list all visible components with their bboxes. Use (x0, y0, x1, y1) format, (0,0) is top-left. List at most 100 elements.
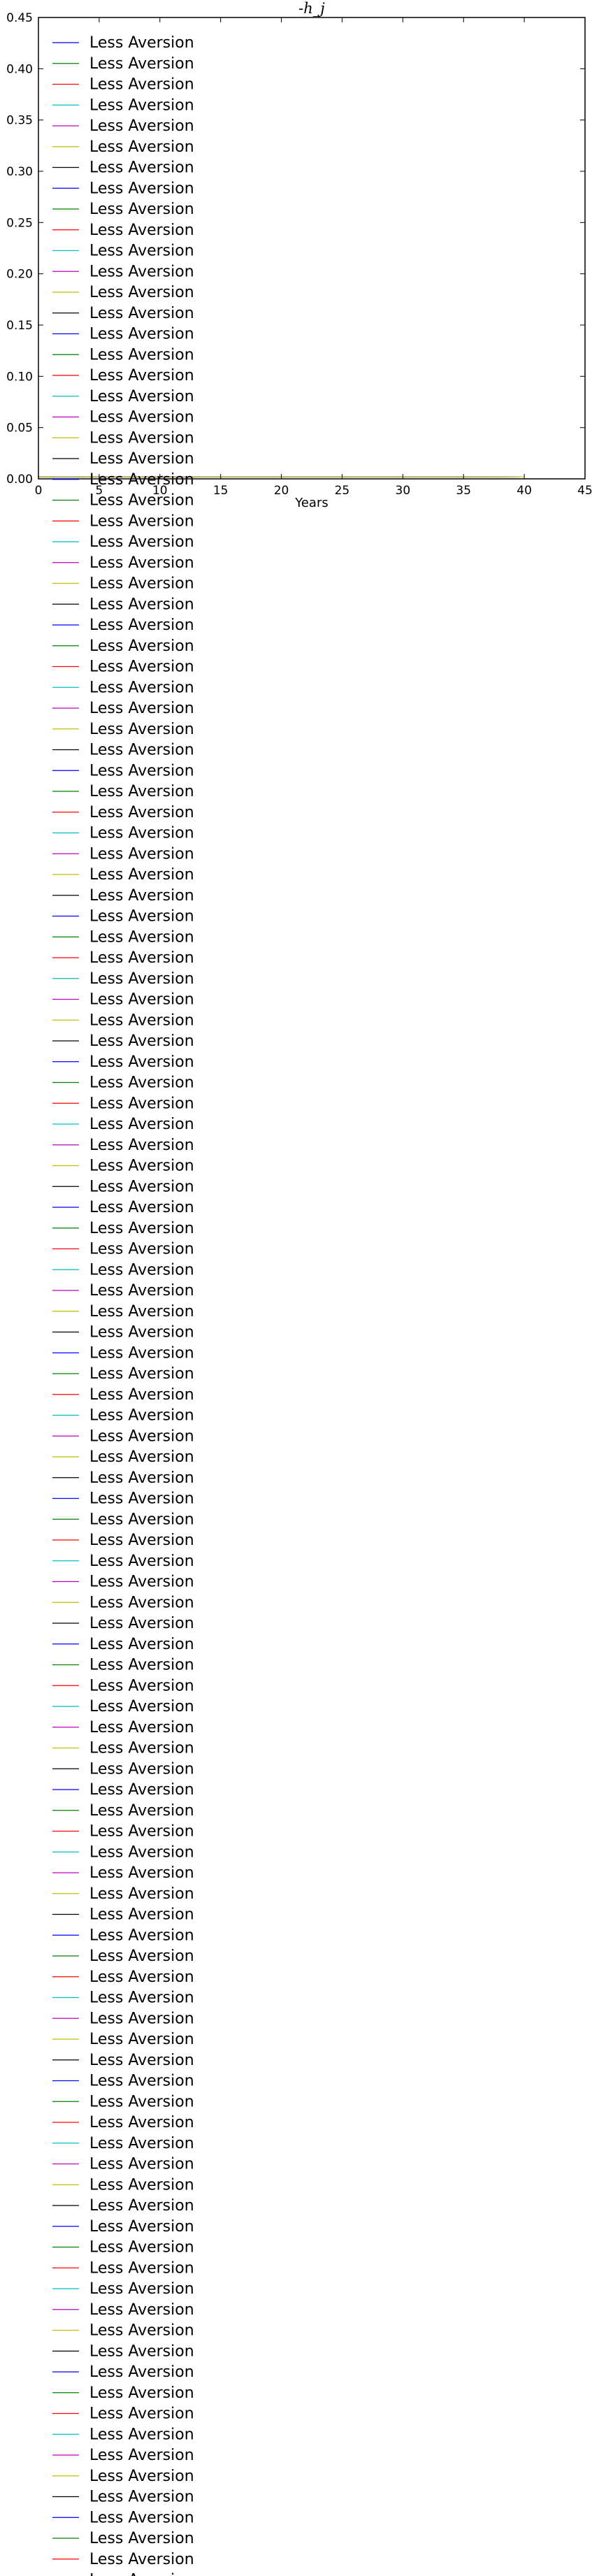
legend-label: Less Aversion (89, 138, 194, 156)
legend-label: Less Aversion (89, 1698, 194, 1715)
legend-label: Less Aversion (89, 1948, 194, 1965)
legend-entry: Less Aversion (52, 2301, 194, 2319)
legend-entry: Less Aversion (52, 284, 194, 301)
legend-entry: Less Aversion (52, 825, 194, 842)
legend-label: Less Aversion (89, 887, 194, 905)
legend-label: Less Aversion (89, 1365, 194, 1383)
legend-entry: Less Aversion (52, 2343, 194, 2360)
legend-entry: Less Aversion (52, 1885, 194, 1903)
legend-entry: Less Aversion (52, 471, 194, 489)
y-axis-ticks: 0.00 0.05 0.10 0.15 0.20 0.25 0.30 0.35 0.40 0.45 (6, 11, 585, 487)
legend-label: Less Aversion (89, 659, 194, 676)
legend-entry: Less Aversion (52, 638, 194, 655)
legend-label: Less Aversion (89, 533, 194, 551)
legend-label: Less Aversion (89, 346, 194, 364)
x-tick-label: 0 (35, 484, 43, 498)
legend-label: Less Aversion (89, 76, 194, 94)
legend-label: Less Aversion (89, 1511, 194, 1528)
legend-label: Less Aversion (89, 970, 194, 988)
x-tick-label: 10 (152, 484, 168, 498)
legend-label: Less Aversion (89, 117, 194, 135)
legend-label: Less Aversion (89, 1740, 194, 1757)
legend-entry: Less Aversion (52, 1095, 194, 1112)
legend-label: Less Aversion (89, 2468, 194, 2485)
legend-label: Less Aversion (89, 471, 194, 489)
legend-entry: Less Aversion (52, 908, 194, 926)
legend-label: Less Aversion (89, 1199, 194, 1216)
legend-entry: Less Aversion (52, 429, 194, 447)
legend-entry: Less Aversion (52, 554, 194, 572)
legend-entry: Less Aversion (52, 1261, 194, 1279)
legend-label: Less Aversion (89, 2176, 194, 2194)
legend-entry: Less Aversion (52, 1948, 194, 1965)
legend-entry: Less Aversion (52, 2322, 194, 2340)
legend-entry: Less Aversion (52, 1344, 194, 1362)
legend-label: Less Aversion (89, 326, 194, 343)
y-tick-label: 0.35 (6, 114, 33, 128)
legend-label: Less Aversion (89, 1137, 194, 1154)
legend-label: Less Aversion (89, 1427, 194, 1445)
legend-label: Less Aversion (89, 263, 194, 280)
legend-label: Less Aversion (89, 1885, 194, 1903)
legend-entry: Less Aversion (52, 1574, 194, 1591)
legend-entry: Less Aversion (52, 367, 194, 384)
legend-label: Less Aversion (89, 2509, 194, 2526)
legend-entry: Less Aversion (52, 1282, 194, 1300)
legend-label: Less Aversion (89, 1448, 194, 1466)
legend-label: Less Aversion (89, 1053, 194, 1071)
legend-label: Less Aversion (89, 222, 194, 239)
legend-label: Less Aversion (89, 596, 194, 613)
legend-label: Less Aversion (89, 1864, 194, 1882)
legend-label: Less Aversion (89, 1344, 194, 1362)
legend-label: Less Aversion (89, 1574, 194, 1591)
legend-entry: Less Aversion (52, 887, 194, 905)
legend-label: Less Aversion (89, 305, 194, 322)
legend-label: Less Aversion (89, 1158, 194, 1175)
legend-label: Less Aversion (89, 783, 194, 800)
legend-entry: Less Aversion (52, 1490, 194, 1508)
legend-label: Less Aversion (89, 2114, 194, 2131)
legend-label: Less Aversion (89, 2530, 194, 2547)
legend-entry: Less Aversion (52, 1969, 194, 1986)
legend-entry: Less Aversion (52, 2259, 194, 2277)
legend-entry: Less Aversion (52, 2093, 194, 2110)
legend-entry: Less Aversion (52, 1719, 194, 1736)
legend-entry: Less Aversion (52, 1511, 194, 1528)
legend-entry: Less Aversion (52, 1927, 194, 1944)
legend-entry: Less Aversion (52, 596, 194, 613)
legend-entry: Less Aversion (52, 2197, 194, 2215)
legend-label: Less Aversion (89, 2301, 194, 2319)
legend-label: Less Aversion (89, 617, 194, 634)
x-axis-ticks: 0 5 10 15 20 25 30 35 40 45 (35, 17, 592, 498)
legend-label: Less Aversion (89, 1719, 194, 1736)
legend-label: Less Aversion (89, 908, 194, 926)
legend-entry: Less Aversion (52, 659, 194, 676)
legend-entry: Less Aversion (52, 1365, 194, 1383)
x-tick-label: 30 (396, 484, 411, 498)
legend-label: Less Aversion (89, 721, 194, 738)
legend-label: Less Aversion (89, 1677, 194, 1694)
legend-label: Less Aversion (89, 679, 194, 696)
legend-label: Less Aversion (89, 55, 194, 73)
legend-entry: Less Aversion (52, 1823, 194, 1841)
legend-entry: Less Aversion (52, 34, 194, 52)
legend-entry: Less Aversion (52, 2073, 194, 2090)
legend-entry: Less Aversion (52, 742, 194, 759)
legend-entry: Less Aversion (52, 2176, 194, 2194)
legend-entry: Less Aversion (52, 2426, 194, 2443)
legend-entry: Less Aversion (52, 783, 194, 800)
legend-entry: Less Aversion (52, 2489, 194, 2506)
legend-label: Less Aversion (89, 762, 194, 779)
legend-label: Less Aversion (89, 1178, 194, 1195)
legend-entry: Less Aversion (52, 762, 194, 779)
legend-entry: Less Aversion (52, 2280, 194, 2298)
legend-label: Less Aversion (89, 1927, 194, 1944)
legend-entry: Less Aversion (52, 679, 194, 696)
legend-entry: Less Aversion (52, 2384, 194, 2402)
legend-label: Less Aversion (89, 367, 194, 384)
legend-entry: Less Aversion (52, 409, 194, 426)
x-tick-label: 20 (274, 484, 289, 498)
legend-entry: Less Aversion (52, 617, 194, 634)
legend-entry: Less Aversion (52, 700, 194, 717)
